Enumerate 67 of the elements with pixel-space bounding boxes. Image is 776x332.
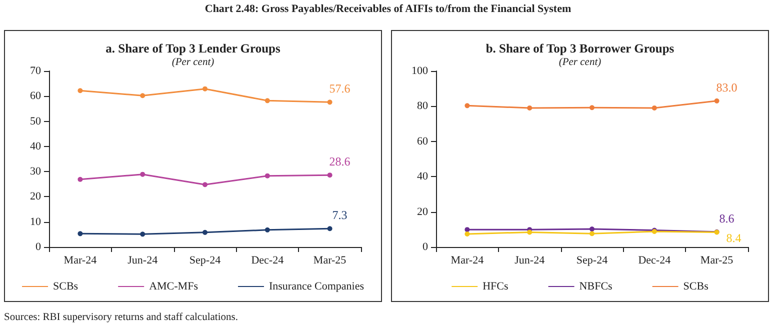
y-tick-label: 20 [417, 206, 428, 218]
data-label: 8.4 [726, 231, 742, 246]
x-tick-label: Sep-24 [576, 254, 608, 266]
y-tick-label: 0 [36, 241, 42, 253]
data-label: 83.0 [716, 80, 738, 94]
x-tick-label: Mar-25 [313, 254, 347, 266]
y-tick-label: 60 [417, 135, 428, 148]
y-tick-label: 30 [30, 166, 42, 178]
source-note: Sources: RBI supervisory returns and staff calculations. [4, 312, 238, 323]
point [202, 230, 208, 235]
x-tick-label: Jun-24 [128, 254, 158, 266]
legend-label: HFCs [482, 280, 508, 292]
point [327, 172, 332, 178]
point [464, 103, 470, 108]
y-tick-label: 80 [417, 100, 428, 112]
point [202, 182, 208, 188]
y-tick-label: 10 [30, 216, 42, 228]
y-tick-label: 40 [417, 170, 428, 183]
chart-subtitle: (Per cent) [558, 57, 602, 68]
point [527, 105, 532, 110]
y-tick-label: 100 [412, 65, 428, 77]
point [590, 105, 594, 110]
point [327, 100, 332, 105]
point [714, 98, 720, 104]
point [264, 227, 270, 232]
y-tick-label: 60 [30, 90, 42, 102]
legend-label: SCBs [683, 280, 708, 292]
point [590, 226, 594, 232]
point [78, 231, 83, 236]
point [140, 93, 146, 98]
chart-subtitle: (Per cent) [172, 57, 215, 68]
point [140, 172, 146, 177]
y-tick-label: 0 [422, 241, 428, 253]
caption: Chart 2.48: Gross Payables/Receivables of AIFIs to/from the Financial System [204, 3, 572, 15]
x-tick-label: Mar-24 [64, 254, 98, 266]
point [464, 231, 470, 236]
legend-label: NBFCs [579, 280, 612, 292]
point [264, 173, 270, 178]
chart-title: a. Share of Top 3 Lender Groups [106, 42, 280, 56]
x-tick-label: Jun-24 [514, 254, 546, 266]
point [527, 230, 532, 235]
legend-label: AMC-MFs [149, 280, 198, 292]
point [327, 226, 332, 232]
point [590, 231, 594, 236]
point [464, 227, 470, 232]
y-tick-label: 50 [30, 115, 42, 128]
data-label: 57.6 [329, 82, 350, 96]
point [140, 232, 146, 237]
y-tick-label: 70 [30, 65, 42, 77]
data-label: 7.3 [332, 208, 348, 222]
x-tick-label: Sep-24 [189, 254, 222, 266]
chart-title: b. Share of Top 3 Borrower Groups [486, 42, 674, 56]
point [264, 98, 270, 104]
legend-label: SCBs [53, 280, 78, 292]
x-tick-label: Mar-24 [450, 254, 484, 266]
point [202, 86, 208, 92]
point [78, 176, 83, 182]
legend-label: Insurance Companies [268, 280, 364, 292]
y-tick-label: 40 [30, 140, 42, 152]
point [652, 105, 657, 110]
point [78, 88, 83, 94]
x-tick-label: Dec-24 [251, 254, 284, 266]
y-tick-label: 20 [30, 190, 42, 203]
x-tick-label: Mar-25 [700, 254, 734, 266]
data-label: 28.6 [329, 154, 350, 169]
data-label: 8.6 [719, 211, 734, 226]
x-tick-label: Dec-24 [638, 254, 672, 266]
